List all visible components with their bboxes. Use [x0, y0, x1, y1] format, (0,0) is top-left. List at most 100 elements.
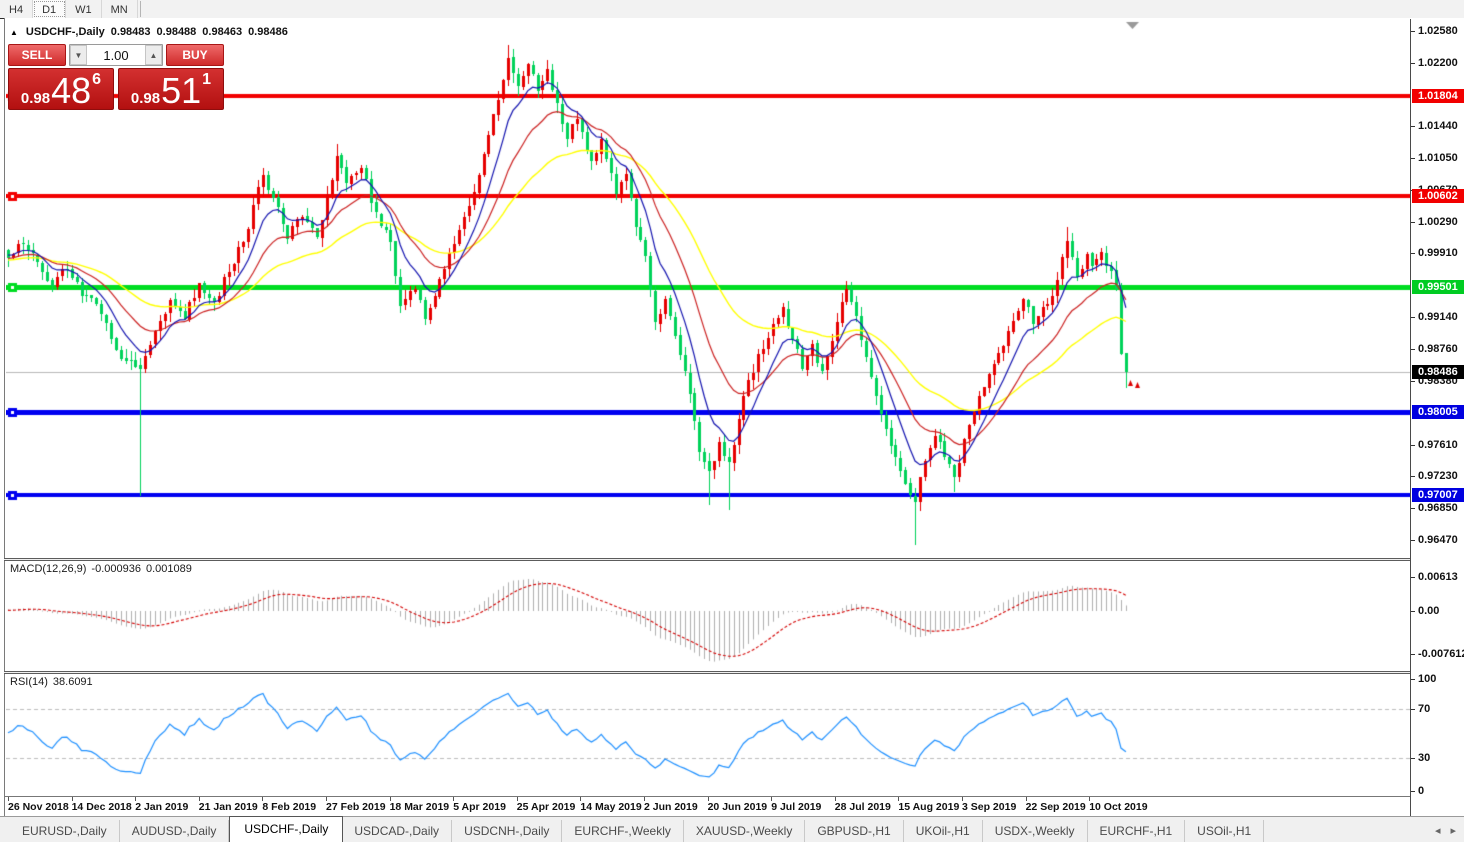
collapse-triangle-icon[interactable]: ▲: [10, 27, 18, 37]
panel-separator[interactable]: [4, 558, 1464, 561]
price-axis-tick: 1.00290: [1411, 215, 1464, 229]
macd-main-value: -0.000936: [91, 563, 141, 575]
sell-price-box[interactable]: 0.98 48 6: [8, 68, 114, 110]
tab-scroll-arrows: ◂ ▸: [1435, 824, 1456, 837]
chart-ohlc-header: ▲ USDCHF-,Daily 0.98483 0.98488 0.98463 …: [10, 26, 288, 38]
price-axis-tick: 0.96850: [1411, 501, 1464, 515]
chart-tab-usdcnh-daily[interactable]: USDCNH-,Daily: [452, 820, 563, 842]
price-axis[interactable]: 1.025801.022001.014401.010501.006701.002…: [1410, 19, 1464, 816]
high-value: 0.98488: [156, 26, 197, 38]
price-axis-tick: 0.98760: [1411, 342, 1464, 356]
chart-tab-gbpusd-h1[interactable]: GBPUSD-,H1: [805, 820, 904, 842]
date-axis-label: 26 Nov 2018: [8, 801, 69, 813]
chart-tab-xauusd-weekly[interactable]: XAUUSD-,Weekly: [684, 820, 806, 842]
date-axis-tick: [962, 797, 963, 801]
volume-decrease-button[interactable]: ▼: [70, 45, 87, 65]
date-axis-tick: [453, 797, 455, 801]
panel-separator[interactable]: [4, 671, 1464, 674]
chart-tab-usoil-h1[interactable]: USOil-,H1: [1185, 820, 1265, 842]
sell-price-point: 6: [92, 71, 102, 88]
date-axis-label: 8 Feb 2019: [262, 801, 317, 813]
buy-price-point: 1: [202, 71, 212, 88]
date-axis-label: 15 Aug 2019: [898, 801, 960, 813]
date-axis-tick: [71, 797, 73, 801]
buy-price-pips: 51: [161, 70, 202, 112]
close-value: 0.98486: [248, 26, 288, 38]
date-axis-label: 20 Jun 2019: [707, 801, 768, 813]
main-price-chart[interactable]: [6, 20, 1410, 558]
rsi-name: RSI(14): [10, 676, 48, 688]
date-axis-label: 3 Sep 2019: [962, 801, 1017, 813]
macd-name: MACD(12,26,9): [10, 563, 87, 575]
price-axis-tick: 1.02580: [1411, 24, 1464, 38]
date-axis-label: 14 May 2019: [580, 801, 642, 813]
buy-price-box[interactable]: 0.98 51 1: [118, 68, 224, 110]
date-axis-label: 25 Apr 2019: [516, 801, 576, 813]
volume-increase-button[interactable]: ▲: [145, 45, 162, 65]
date-axis-label: 5 Apr 2019: [453, 801, 506, 813]
rsi-axis-tick: 30: [1411, 751, 1464, 765]
price-axis-tick: 1.01050: [1411, 151, 1464, 165]
chart-tab-ukoil-h1[interactable]: UKOil-,H1: [904, 820, 983, 842]
one-click-trade-panel: SELL ▼ 1.00 ▲ BUY 0.98 48 6 0.98 51 1: [8, 44, 224, 110]
sell-price-pips: 48: [51, 70, 92, 112]
date-axis-label: 27 Feb 2019: [326, 801, 386, 813]
chart-tab-usdchf-daily[interactable]: USDCHF-,Daily: [229, 816, 344, 842]
rsi-label: RSI(14) 38.6091: [10, 676, 93, 688]
date-axis-label: 28 Jul 2019: [834, 801, 891, 813]
date-axis-tick: [8, 797, 9, 801]
timeframe-button-mn[interactable]: MN: [102, 0, 138, 18]
toolbar-separator: [139, 1, 141, 17]
low-value: 0.98463: [202, 26, 243, 38]
price-axis-tick: 0.96470: [1411, 533, 1464, 547]
chart-tab-eurchf-h1[interactable]: EURCHF-,H1: [1088, 820, 1186, 842]
date-axis[interactable]: 26 Nov 2018 14 Dec 2018 2 Jan 2019 21 Jan 2…: [5, 796, 1410, 817]
chart-tab-usdcad-daily[interactable]: USDCAD-,Daily: [342, 820, 453, 842]
chart-tab-audusd-daily[interactable]: AUDUSD-,Daily: [120, 820, 230, 842]
macd-axis-tick: 0.00: [1411, 604, 1464, 618]
timeframe-button-h4[interactable]: H4: [0, 0, 34, 18]
date-axis-tick: [326, 797, 327, 801]
rsi-axis-tick: 70: [1411, 702, 1464, 716]
timeframe-button-d1[interactable]: D1: [33, 0, 67, 18]
buy-button[interactable]: BUY: [166, 44, 224, 66]
tab-scroll-right-icon[interactable]: ▸: [1450, 824, 1456, 837]
date-axis-tick: [198, 797, 200, 801]
date-axis-label: 10 Oct 2019: [1089, 801, 1148, 813]
date-axis-tick: [135, 797, 137, 801]
date-axis-label: 2 Jun 2019: [644, 801, 698, 813]
price-level-chip: 1.00602: [1412, 188, 1464, 203]
date-axis-tick: [1025, 797, 1027, 801]
macd-axis-tick: 0.00613: [1411, 570, 1464, 584]
chart-tab-usdx-weekly[interactable]: USDX-,Weekly: [983, 820, 1088, 842]
date-axis-label: 21 Jan 2019: [198, 801, 258, 813]
macd-indicator-chart[interactable]: [6, 561, 1410, 671]
date-axis-label: 14 Dec 2018: [71, 801, 132, 813]
date-axis-tick: [262, 797, 264, 801]
volume-spinner: ▼ 1.00 ▲: [69, 44, 163, 66]
date-axis-tick: [707, 797, 709, 801]
price-axis-tick: 1.01440: [1411, 119, 1464, 133]
macd-label: MACD(12,26,9) -0.000936 0.001089: [10, 563, 192, 575]
price-level-chip: 0.98005: [1412, 404, 1464, 419]
price-axis-tick: 0.97230: [1411, 469, 1464, 483]
date-axis-label: 9 Jul 2019: [771, 801, 822, 813]
price-axis-tick: 1.02200: [1411, 56, 1464, 70]
sell-price-base: 0.98: [20, 90, 51, 107]
timeframe-button-w1[interactable]: W1: [66, 0, 102, 18]
sell-button[interactable]: SELL: [8, 44, 66, 66]
date-axis-tick: [771, 797, 773, 801]
tab-scroll-left-icon[interactable]: ◂: [1434, 824, 1441, 837]
date-axis-tick: [516, 797, 518, 801]
volume-input[interactable]: 1.00: [103, 47, 129, 63]
date-axis-tick: [644, 797, 645, 801]
price-level-chip: 1.01804: [1412, 88, 1464, 103]
chart-tab-eurusd-daily[interactable]: EURUSD-,Daily: [10, 820, 120, 842]
rsi-axis-tick: 100: [1411, 672, 1464, 686]
macd-signal-value: 0.001089: [145, 563, 192, 575]
rsi-axis-tick: 0: [1411, 784, 1464, 798]
date-axis-label: 2 Jan 2019: [135, 801, 189, 813]
rsi-indicator-chart[interactable]: [6, 674, 1410, 796]
chart-tab-eurchf-weekly[interactable]: EURCHF-,Weekly: [562, 820, 684, 842]
price-axis-tick: 0.99910: [1411, 246, 1464, 260]
